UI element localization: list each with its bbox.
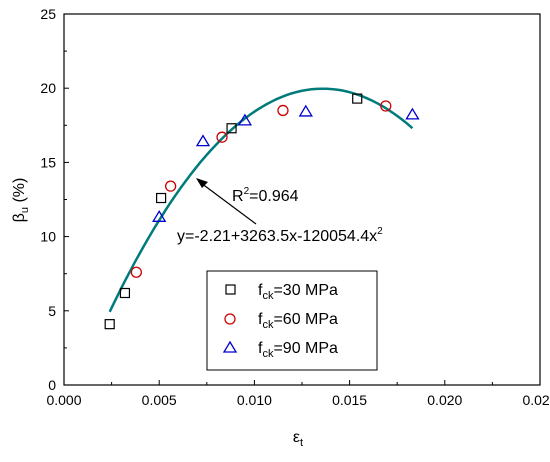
point-circle [216,131,228,143]
legend-square-marker [225,284,236,295]
point-square [226,123,237,134]
point-triangle [237,113,253,126]
y-tick-label: 0 [48,377,56,393]
y-tick-label: 20 [40,80,56,96]
y-tick-label: 5 [48,303,56,319]
x-axis-label: εt [293,429,303,449]
legend-entry-90: fck=90 MPa [258,340,338,360]
y-tick-label: 10 [40,229,56,245]
legend-entry-60: fck=60 MPa [258,311,338,331]
point-square [119,287,131,299]
point-square [104,319,115,330]
point-square [352,93,363,104]
point-triangle [405,107,420,120]
data-points [104,93,420,330]
axis-ticks: 0.000 0.005 0.010 0.015 0.020 0.025 0 5 10 15 20 25 [40,6,550,408]
fit-equation-label: y=-2.21+3263.5x-120054.4x2 [177,226,383,245]
legend-circle-marker [224,313,236,325]
point-circle [164,180,177,192]
point-circle [277,104,289,117]
y-axis-label: βu (%) [11,178,31,223]
legend: fck=30 MPa fck=60 MPa fck=90 MPa [206,270,378,371]
point-circle [130,266,143,278]
y-tick-label: 15 [40,154,56,170]
y-tick-label: 25 [40,6,56,22]
r-squared-label: R2=0.964 [232,186,299,205]
x-tick-label: 0.020 [427,392,462,408]
legend-entry-30: fck=30 MPa [258,282,338,302]
point-circle [380,100,392,112]
point-triangle [195,134,211,147]
x-tick-label: 0.010 [237,392,272,408]
x-tick-label: 0.005 [142,392,177,408]
x-tick-label: 0.000 [46,392,81,408]
point-triangle [152,210,167,222]
x-tick-label: 0.015 [332,392,367,408]
legend-triangle-marker [222,340,238,353]
annotation-arrowhead [196,178,208,188]
x-tick-label: 0.025 [522,392,550,408]
annotation-arrow [200,182,257,225]
point-square [156,192,167,204]
point-triangle [298,104,313,117]
